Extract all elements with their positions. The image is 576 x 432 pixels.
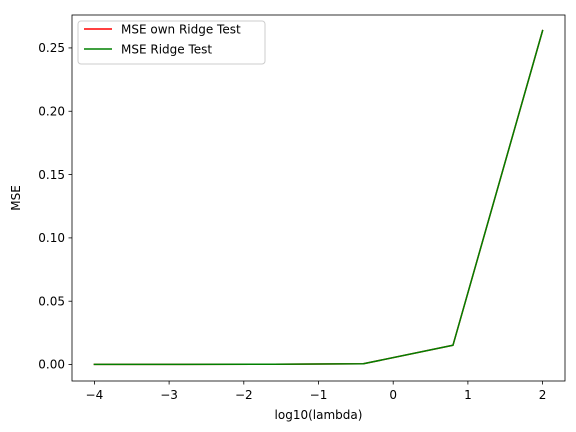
series-layer — [93, 29, 544, 366]
y-tick-label: 0.05 — [38, 294, 65, 308]
x-tick-label: 0 — [389, 388, 397, 402]
x-tick-label: 1 — [464, 388, 472, 402]
series-line-1 — [93, 29, 544, 366]
x-tick-label: −4 — [86, 388, 104, 402]
x-axis-label: log10(lambda) — [275, 408, 363, 422]
y-tick-label: 0.00 — [38, 358, 65, 372]
y-tick-label: 0.10 — [38, 231, 65, 245]
legend: MSE own Ridge Test MSE Ridge Test — [77, 20, 266, 65]
y-axis-label: MSE — [9, 185, 23, 211]
y-tick-label: 0.25 — [38, 41, 65, 55]
legend-label-own-ridge: MSE own Ridge Test — [121, 23, 241, 37]
y-tick-label: 0.15 — [38, 168, 65, 182]
plot-area — [72, 15, 565, 381]
ticks-layer: −4 −3 −2 −1 0 1 2 0.00 0.05 0.10 0.15 0.20 0.25 — [38, 41, 546, 402]
x-tick-label: −3 — [160, 388, 178, 402]
legend-box — [77, 20, 266, 65]
y-tick-label: 0.20 — [38, 104, 65, 118]
x-tick-label: −2 — [235, 388, 253, 402]
plot-frame — [71, 14, 566, 382]
legend-label-ridge: MSE Ridge Test — [121, 43, 212, 57]
x-tick-label: −1 — [310, 388, 328, 402]
x-tick-label: 2 — [539, 388, 547, 402]
